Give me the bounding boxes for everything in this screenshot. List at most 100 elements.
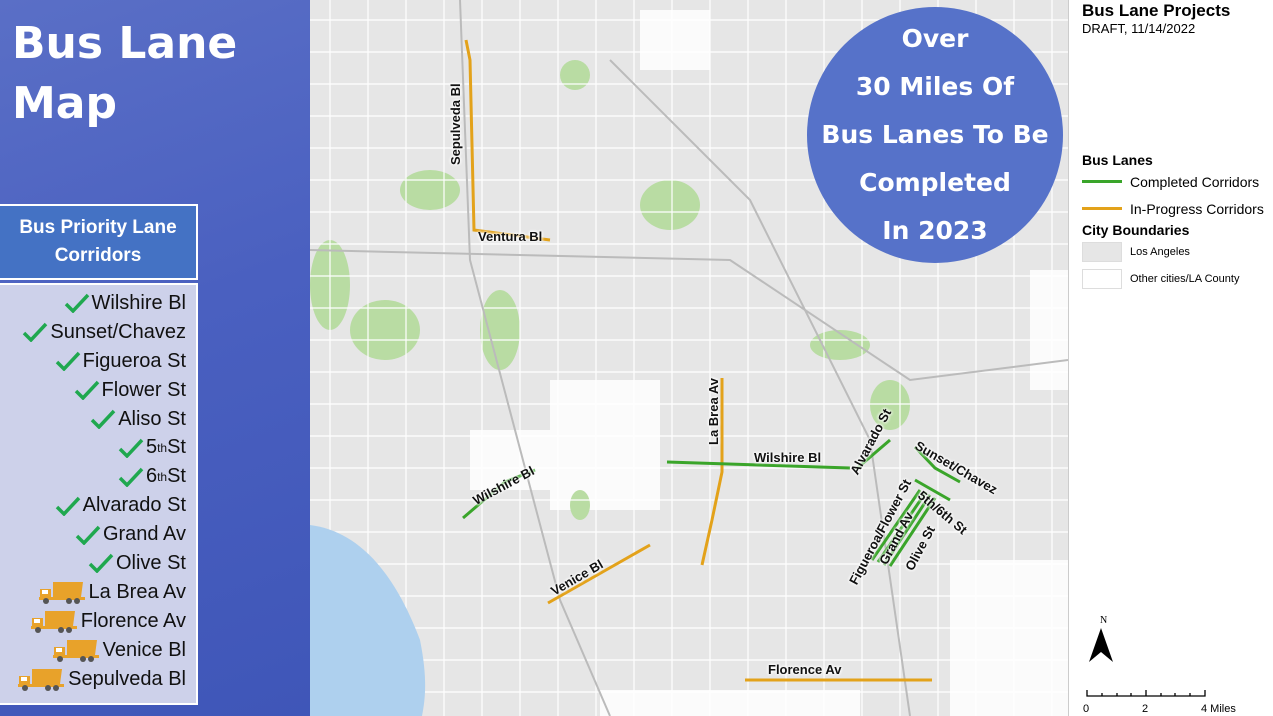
corridor-name: Sepulveda Bl (68, 667, 186, 690)
corridor-item: Aliso St (0, 405, 196, 434)
legend-completed: Completed Corridors (1082, 168, 1273, 195)
north-label: N (1100, 615, 1107, 626)
map-feature (350, 300, 420, 360)
check-icon (55, 352, 80, 372)
corridor-line (462, 468, 536, 520)
check-icon (75, 525, 101, 545)
scale-label: 2 (1142, 703, 1148, 715)
check-icon (23, 323, 48, 343)
legend-la: Los Angeles (1082, 238, 1273, 265)
check-icon (55, 496, 80, 516)
map-feature (1030, 270, 1068, 390)
corridor-item: Alvarado St (0, 491, 196, 520)
green-line-swatch (1082, 180, 1122, 183)
corridor-item: Grand Av (0, 520, 196, 549)
corridor-name: Wilshire Bl (91, 291, 186, 314)
callout-line: Bus Lanes To Be (821, 120, 1049, 149)
corridor-name: Figueroa St (82, 349, 186, 372)
map-feature (609, 59, 911, 716)
north-arrow-icon (1089, 628, 1113, 662)
dump-truck-icon (30, 611, 77, 634)
corridor-line (913, 445, 961, 484)
corridor-list: Wilshire Bl Sunset/Chavez Figueroa St Flowe… (0, 283, 198, 705)
corridor-name: 5 (145, 436, 158, 459)
map-feature (310, 525, 426, 716)
corridor-line (888, 497, 937, 567)
corridor-sup: th (157, 469, 168, 484)
corridor-name: La Brea Av (88, 580, 186, 603)
corridor-name: Alvarado St (82, 494, 186, 517)
corridor-line (666, 460, 851, 470)
legend-label: In-Progress Corridors (1130, 200, 1264, 217)
orange-line-swatch (1082, 207, 1122, 210)
corridor-name: 6 (145, 465, 158, 488)
callout-circle: Over 30 Miles Of Bus Lanes To Be Complet… (807, 7, 1063, 263)
legend-label: Other cities/LA County (1130, 272, 1240, 285)
map-canvas (310, 0, 1068, 716)
corridor-name: Grand Av (102, 523, 186, 546)
map-feature (570, 490, 590, 520)
corridor-line (464, 39, 551, 242)
corridor-line (882, 494, 932, 566)
check-icon (90, 409, 116, 429)
legend-label: Los Angeles (1130, 245, 1190, 258)
corridor-item: Sunset/Chavez (0, 318, 196, 347)
callout-line: Completed (859, 168, 1011, 197)
map-legend: Bus Lane Projects DRAFT, 11/14/2022 Bus … (1068, 0, 1273, 716)
legend-label: Completed Corridors (1130, 173, 1260, 190)
north-arrow-and-scale: N 0 2 4 Miles (1083, 615, 1236, 715)
page-title: Bus Lane Map (12, 18, 238, 129)
map-feature (810, 330, 870, 360)
legend-title: Bus Lane Projects (1082, 1, 1231, 20)
corridor-line (547, 543, 651, 605)
legend-in-progress: In-Progress Corridors (1082, 195, 1273, 222)
label-florence: Florence Av (768, 662, 842, 677)
dump-truck-icon (18, 669, 65, 692)
map-feature (400, 170, 460, 210)
map-feature (470, 430, 560, 490)
label-ventura: Ventura Bl (478, 229, 543, 244)
corridor-name: Aliso St (118, 407, 186, 430)
corridor-line (876, 491, 928, 563)
dump-truck-icon (52, 640, 99, 663)
check-icon (74, 380, 99, 401)
map-feature (640, 10, 710, 70)
label-la-brea: La Brea Av (706, 378, 721, 445)
map-feature (950, 560, 1068, 716)
corridor-name: Venice Bl (102, 638, 186, 661)
callout-line: 30 Miles Of (855, 72, 1015, 101)
check-icon (64, 294, 89, 314)
scale-label: 4 Miles (1201, 703, 1236, 715)
map-feature (550, 380, 660, 510)
corridor-item: Olive St (0, 549, 196, 578)
legend-other: Other cities/LA County (1082, 265, 1273, 292)
check-icon (88, 554, 114, 574)
grey-swatch (1082, 241, 1122, 262)
map-feature (310, 249, 1068, 382)
legend-city-heading: City Boundaries (1082, 222, 1190, 238)
corridor-line (914, 478, 951, 502)
map-feature (459, 0, 611, 716)
scale-label: 0 (1083, 703, 1089, 715)
corridor-line (854, 438, 891, 472)
white-swatch (1082, 268, 1122, 289)
corridor-item: Wilshire Bl (0, 289, 196, 318)
corridor-line (870, 489, 922, 561)
corridor-item: Sepulveda Bl (0, 665, 196, 694)
corridor-name: Olive St (115, 551, 186, 574)
check-icon (118, 438, 144, 458)
map-feature (640, 180, 700, 230)
corridor-line (700, 378, 724, 566)
map-feature (480, 290, 520, 370)
corridor-item: Venice Bl (0, 636, 196, 665)
corridor-name: Sunset/Chavez (50, 320, 186, 343)
dump-truck-icon (38, 582, 85, 605)
corridor-sup: th (157, 440, 168, 455)
callout-line: Over (901, 24, 969, 53)
corridor-name: Flower St (101, 378, 186, 401)
corridor-item: Flower St (0, 376, 196, 405)
callout-line: In 2023 (882, 216, 988, 245)
legend-draft-date: DRAFT, 11/14/2022 (1082, 21, 1196, 36)
corridor-item: La Brea Av (0, 578, 196, 607)
